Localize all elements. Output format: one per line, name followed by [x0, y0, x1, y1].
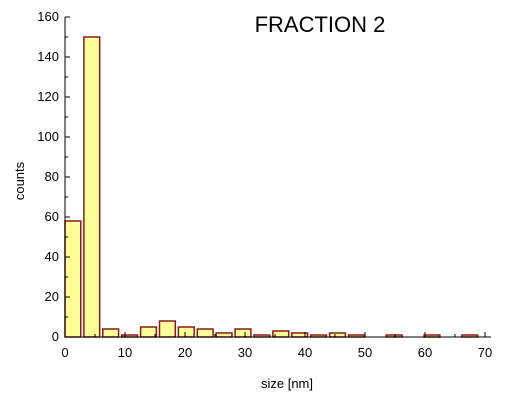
x-tick-label: 20 [178, 345, 192, 360]
y-tick-label: 80 [45, 169, 59, 184]
y-tick-label: 60 [45, 209, 59, 224]
histogram-bar [83, 36, 101, 338]
y-tick-label: 140 [37, 49, 59, 64]
x-axis-ticks: 0 10 20 30 40 50 60 70 [61, 332, 492, 360]
bars-group [64, 36, 479, 338]
histogram-bar [158, 320, 177, 338]
y-tick-label: 160 [37, 9, 59, 24]
x-tick-label: 60 [418, 345, 432, 360]
x-tick-label: 70 [478, 345, 492, 360]
histogram-bar [328, 332, 347, 338]
histogram-bar [196, 328, 214, 338]
x-tick-label: 50 [358, 345, 372, 360]
histogram-bar [177, 326, 195, 338]
x-tick-label: 30 [238, 345, 252, 360]
y-axis-ticks: 0 20 40 60 80 100 120 140 160 [37, 9, 70, 344]
y-tick-label: 100 [37, 129, 59, 144]
y-axis-title: counts [12, 161, 27, 200]
histogram-bar [234, 328, 252, 338]
histogram-bar [139, 326, 158, 338]
histogram-bar [215, 332, 233, 338]
histogram-bar [64, 220, 82, 338]
x-tick-label: 40 [298, 345, 312, 360]
x-axis-title: size [nm] [261, 376, 313, 391]
y-tick-label: 20 [45, 289, 59, 304]
histogram-bar [102, 328, 120, 338]
y-tick-label: 0 [52, 329, 59, 344]
chart-title: FRACTION 2 [255, 12, 386, 37]
x-tick-label: 0 [61, 345, 68, 360]
y-tick-label: 120 [37, 89, 59, 104]
x-tick-label: 10 [118, 345, 132, 360]
y-tick-label: 40 [45, 249, 59, 264]
